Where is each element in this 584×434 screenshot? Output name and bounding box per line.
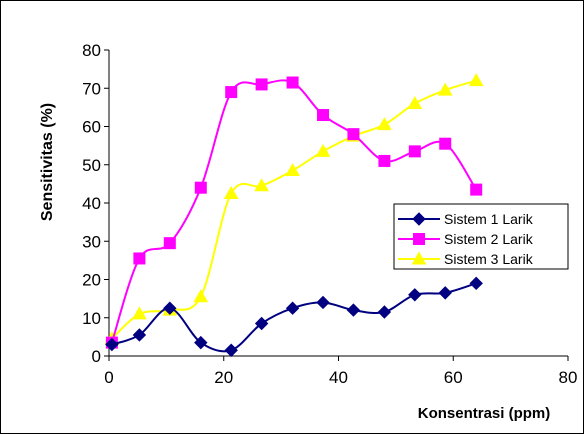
data-point xyxy=(193,289,209,303)
data-point xyxy=(316,295,330,310)
data-point xyxy=(438,286,452,300)
x-tick-label: 0 xyxy=(104,368,113,387)
data-point xyxy=(194,181,207,194)
data-point xyxy=(469,276,483,291)
data-point xyxy=(194,335,208,350)
data-point xyxy=(408,145,421,158)
data-point xyxy=(132,306,147,320)
series-line xyxy=(111,282,477,353)
series-2 xyxy=(105,76,483,349)
legend-marker xyxy=(411,251,427,265)
data-point xyxy=(439,137,452,150)
x-tick-label: 60 xyxy=(444,368,463,387)
x-axis-ticks: 0 20 40 60 80 xyxy=(104,356,577,387)
y-tick-label: 60 xyxy=(82,118,101,137)
x-tick-label: 80 xyxy=(559,368,578,387)
data-point xyxy=(378,154,391,167)
data-point xyxy=(470,183,483,196)
data-point xyxy=(437,82,453,96)
data-point xyxy=(105,337,119,352)
data-point xyxy=(132,328,147,342)
y-axis-title: Sensitivitas (%) xyxy=(39,103,56,221)
x-tick-label: 20 xyxy=(214,368,233,387)
y-tick-label: 40 xyxy=(82,194,101,213)
data-point xyxy=(408,288,422,302)
data-point xyxy=(317,109,330,122)
y-tick-label: 30 xyxy=(82,232,101,251)
y-tick-label: 10 xyxy=(82,309,101,328)
data-point xyxy=(285,162,300,176)
data-point xyxy=(468,73,484,87)
legend-label: Sistem 2 Larik xyxy=(444,231,534,247)
legend-label: Sistem 3 Larik xyxy=(444,251,534,267)
legend-label: Sistem 1 Larik xyxy=(444,211,534,227)
legend-marker xyxy=(412,212,426,226)
data-point xyxy=(133,252,146,265)
data-point xyxy=(163,237,176,250)
data-point xyxy=(225,86,238,99)
data-point xyxy=(285,301,300,315)
data-point xyxy=(223,185,239,199)
data-point xyxy=(255,78,268,91)
y-axis-ticks: 0 10 20 30 40 50 60 70 80 xyxy=(82,41,109,366)
axes xyxy=(108,50,568,357)
y-tick-label: 50 xyxy=(82,156,101,175)
series-layer xyxy=(104,73,484,357)
data-point xyxy=(163,301,177,315)
y-tick-label: 20 xyxy=(82,271,101,290)
x-tick-label: 40 xyxy=(329,368,348,387)
y-tick-label: 70 xyxy=(82,79,101,98)
legend: Sistem 1 Larik Sistem 2 Larik Sistem 3 Lar… xyxy=(393,203,569,270)
data-point xyxy=(254,316,269,331)
data-point xyxy=(286,76,299,89)
data-point xyxy=(347,128,360,141)
x-axis-title: Konsentrasi (ppm) xyxy=(418,405,551,422)
legend-marker xyxy=(413,233,425,245)
data-point xyxy=(377,305,392,319)
data-point xyxy=(224,343,238,357)
series-1 xyxy=(105,276,483,357)
data-point xyxy=(254,178,269,192)
y-tick-label: 0 xyxy=(92,347,101,366)
data-point xyxy=(377,117,392,131)
data-point xyxy=(315,143,331,157)
data-point xyxy=(346,303,361,317)
y-tick-label: 80 xyxy=(82,41,101,60)
data-point xyxy=(407,96,423,110)
